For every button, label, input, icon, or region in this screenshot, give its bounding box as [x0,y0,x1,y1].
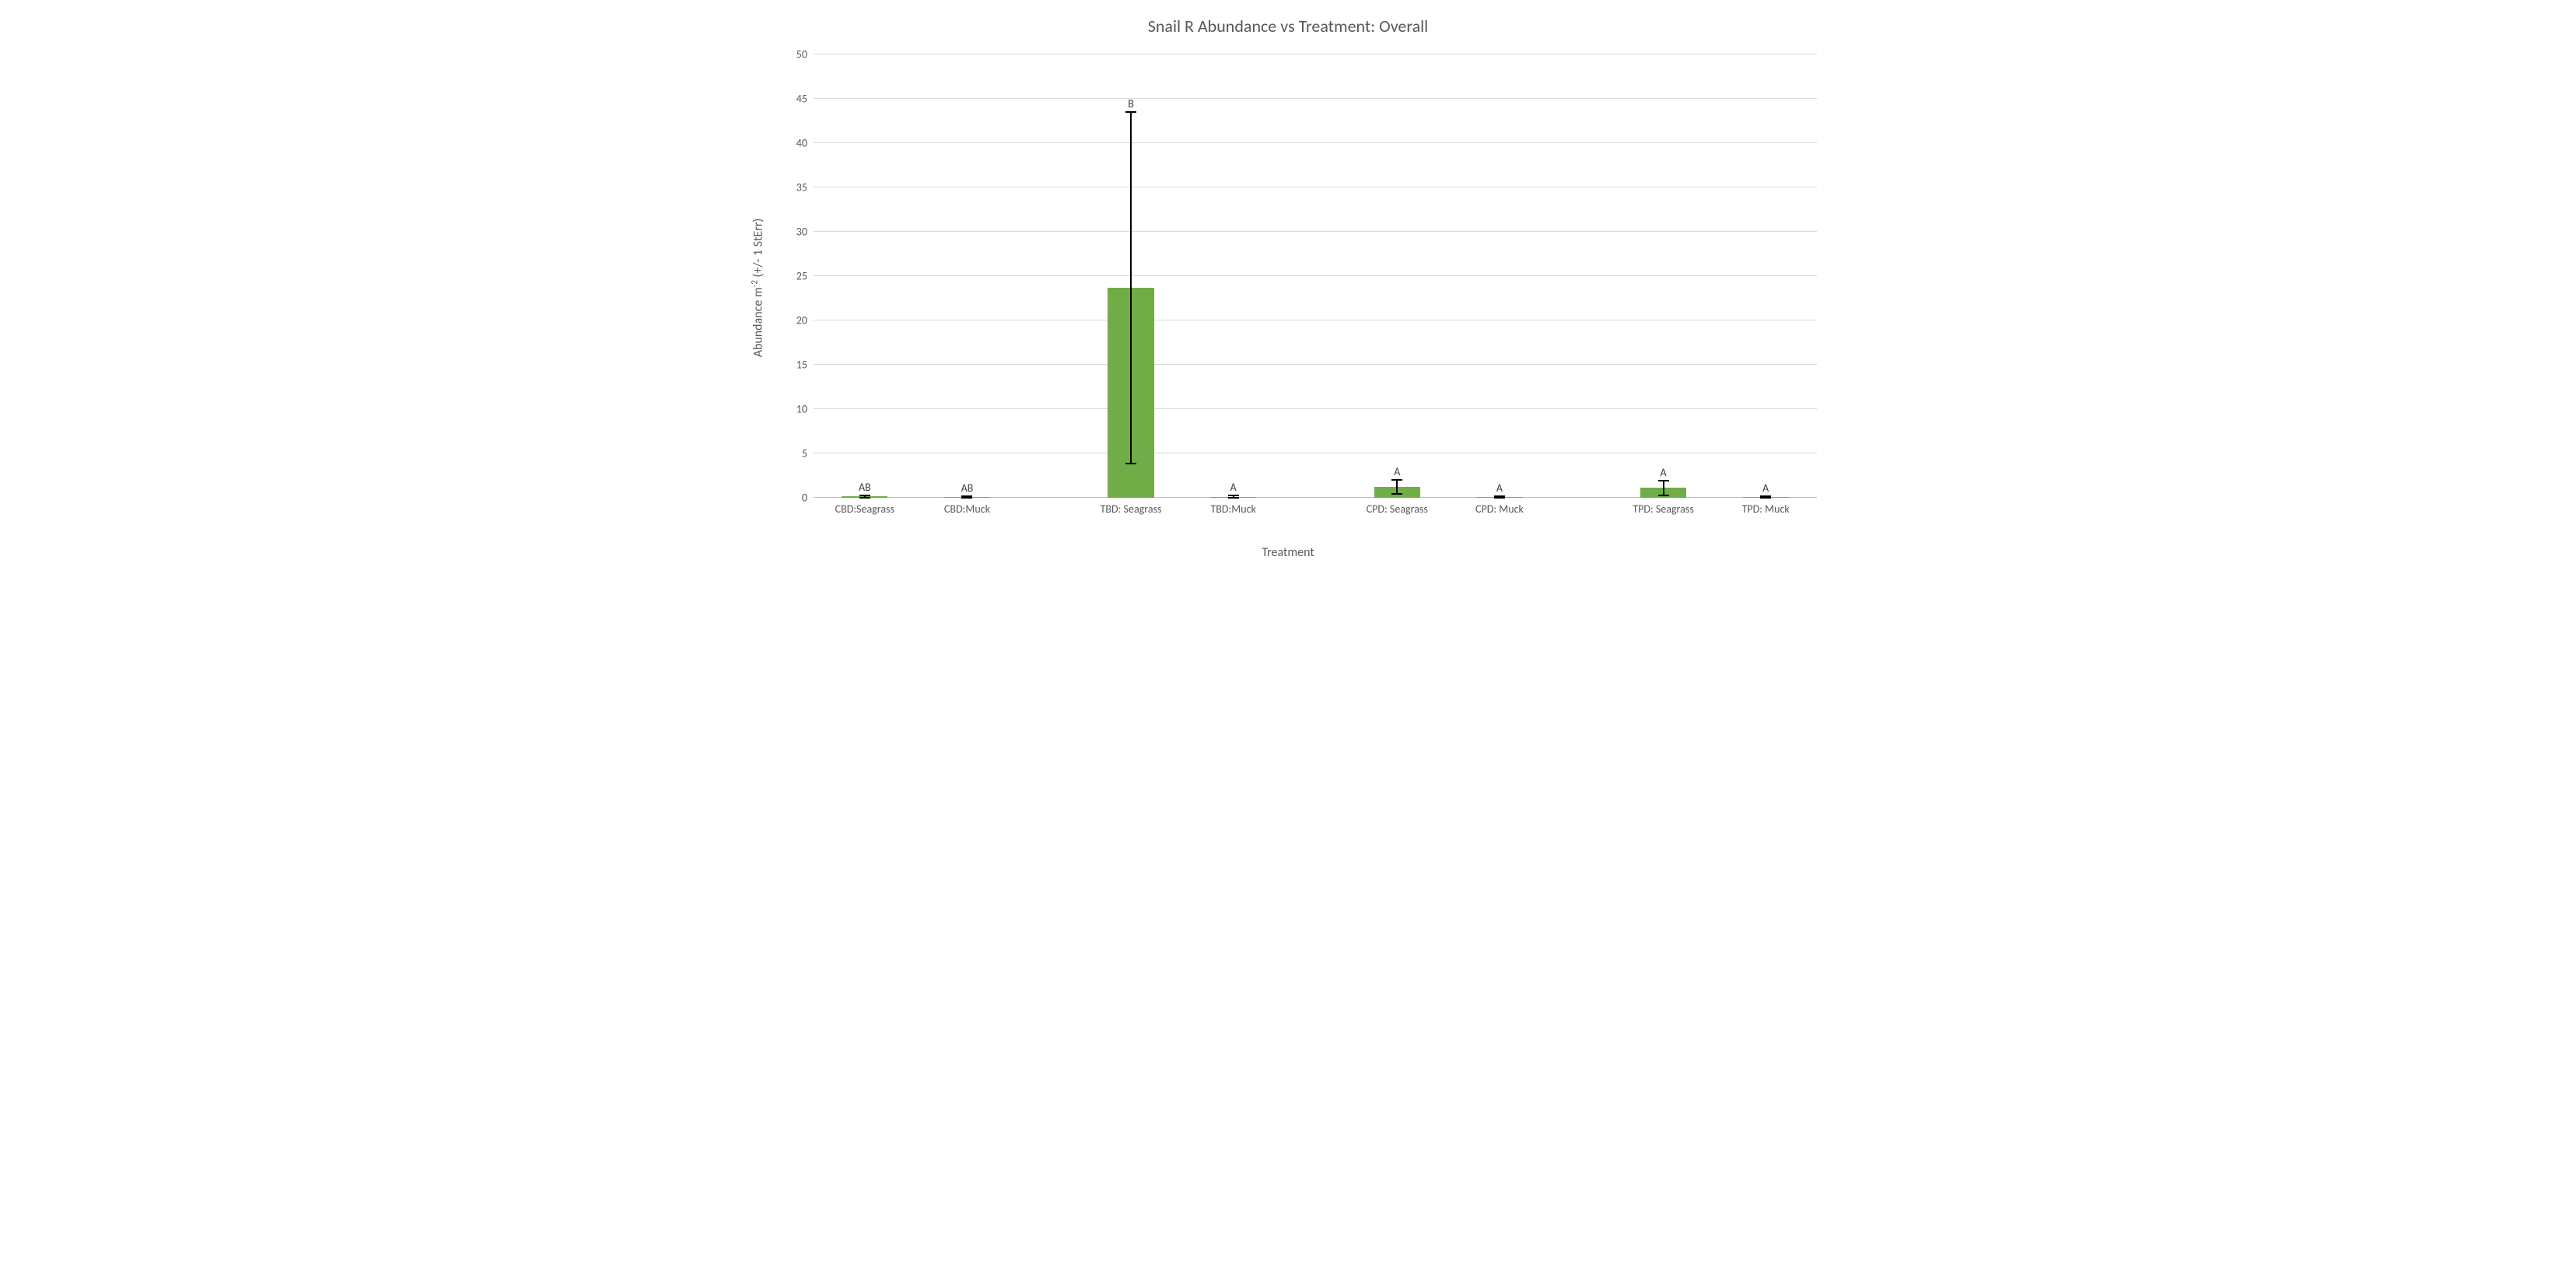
chart-title: Snail R Abundance vs Treatment: Overall [744,16,1832,37]
y-tick-label: 15 [796,359,814,372]
significance-label: AB [961,481,974,495]
error-cap [1125,463,1136,464]
significance-label: B [1128,97,1134,110]
y-tick-label: 35 [796,181,814,194]
y-tick-label: 25 [796,270,814,283]
x-tick-label: CPD: Muck [1475,498,1524,516]
gridline [814,231,1817,232]
y-tick-label: 45 [796,93,814,106]
x-tick-label: TPD: Seagrass [1633,498,1694,516]
error-bar [1663,481,1664,495]
bar-chart: Snail R Abundance vs Treatment: Overall … [744,16,1832,560]
x-tick-label: CBD:Muck [944,498,990,516]
x-tick-label: TBD:Muck [1210,498,1255,516]
y-tick-label: 30 [796,226,814,239]
significance-label: A [1230,481,1237,494]
x-tick-label: TPD: Muck [1742,498,1790,516]
y-tick-label: 50 [796,48,814,61]
significance-label: A [1496,481,1503,495]
x-tick-label: CBD:Seagrass [835,498,894,516]
error-cap [1658,495,1669,496]
x-tick-label: CPD: Seagrass [1367,498,1428,516]
gridline [814,364,1817,365]
gridline [814,275,1817,276]
error-cap [1658,480,1669,481]
gridline [814,408,1817,409]
x-axis-label: Treatment [744,545,1832,560]
y-tick-label: 20 [796,314,814,327]
y-tick-label: 10 [796,403,814,416]
error-cap [1391,493,1402,495]
y-tick-label: 40 [796,137,814,150]
significance-label: A [1660,466,1666,479]
significance-label: AB [859,481,871,494]
error-cap [1391,479,1402,481]
y-tick-label: 0 [802,492,814,505]
significance-label: A [1394,465,1400,478]
error-cap [1125,111,1136,113]
plot-area: 05101520253035404550ABCBD:SeagrassABCBD:… [814,54,1817,498]
error-cap [1228,495,1239,496]
gridline [814,98,1817,99]
error-bar [1130,112,1132,463]
y-axis-label: Abundance m-2 (+/- 1 StErr) [749,219,765,358]
x-tick-label: TBD: Seagrass [1101,498,1162,516]
error-cap [859,495,870,496]
y-tick-label: 5 [802,447,814,460]
gridline [814,142,1817,143]
significance-label: A [1762,481,1769,495]
error-bar [1396,480,1398,494]
